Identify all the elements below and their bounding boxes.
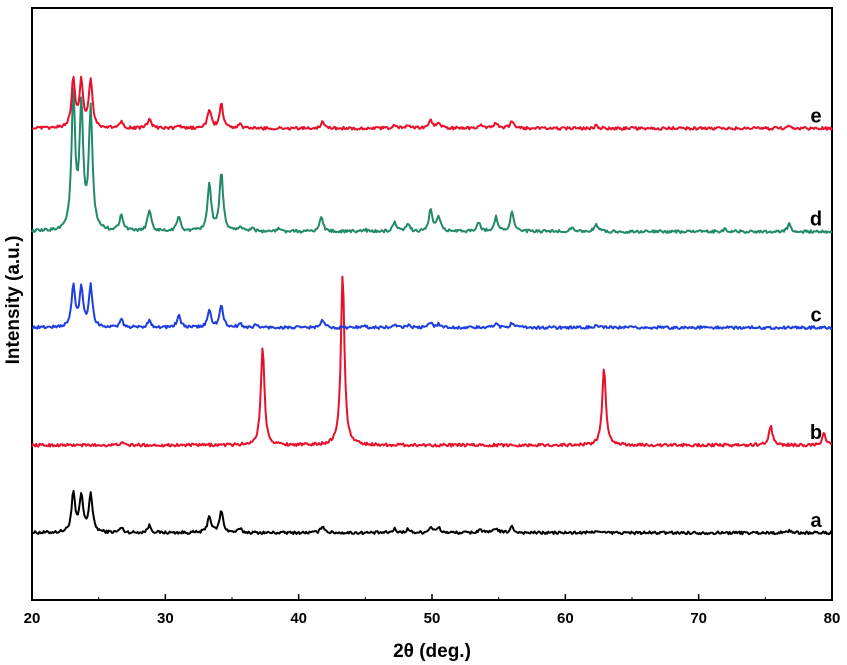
- series-line-e: [31, 75, 833, 131]
- x-tick-label: 70: [690, 610, 707, 627]
- series-line-a: [31, 489, 833, 536]
- x-tick-label: 60: [557, 610, 574, 627]
- y-axis-title: Intensity (a.u.): [3, 236, 24, 365]
- x-tick-label: 50: [424, 610, 441, 627]
- series-line-b: [31, 275, 833, 448]
- x-axis-title: 2θ (deg.): [393, 641, 471, 662]
- x-tick-label: 30: [157, 610, 174, 627]
- series-label-d: d: [810, 209, 822, 231]
- series-traces: [31, 75, 833, 536]
- x-tick-label: 40: [290, 610, 307, 627]
- series-label-e: e: [810, 105, 821, 127]
- series-line-c: [31, 282, 833, 330]
- series-label-a: a: [810, 510, 822, 532]
- series-label-b: b: [810, 422, 822, 444]
- x-tick-label: 20: [24, 610, 41, 627]
- x-tick-label: 80: [824, 610, 841, 627]
- x-axis-ticks: 20 30 40 50 60 70 80: [24, 594, 841, 627]
- series-labels: a b c d e: [810, 105, 823, 531]
- series-line-d: [31, 87, 833, 234]
- plot-frame: [31, 7, 833, 601]
- series-label-c: c: [810, 305, 821, 327]
